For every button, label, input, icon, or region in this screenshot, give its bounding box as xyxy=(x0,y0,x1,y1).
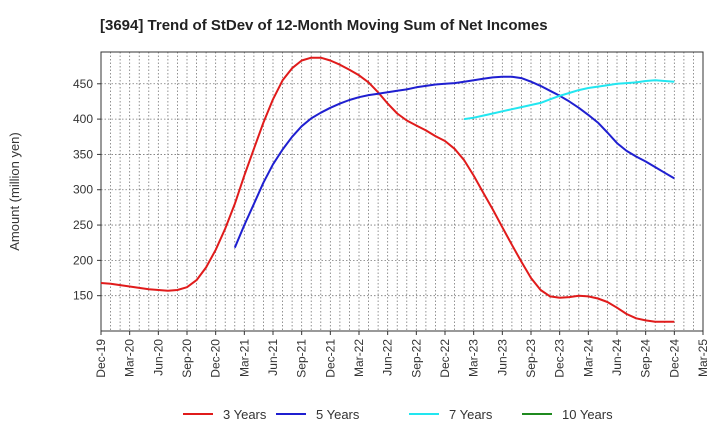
y-tick-label: 450 xyxy=(73,77,93,91)
series-lines xyxy=(100,56,675,323)
chart-title: [3694] Trend of StDev of 12-Month Moving… xyxy=(100,17,548,34)
series-line-3-years xyxy=(100,56,675,323)
x-tick-label: Jun-22 xyxy=(381,339,395,376)
y-axis-label: Amount (million yen) xyxy=(7,132,22,251)
x-tick-label: Dec-24 xyxy=(667,339,681,378)
x-tick-label: Dec-20 xyxy=(209,339,223,378)
x-tick-label: Mar-22 xyxy=(352,339,366,377)
x-tick-label: Jun-23 xyxy=(495,339,509,376)
y-tick-label: 250 xyxy=(73,218,93,232)
series-line-5-years xyxy=(233,75,675,249)
y-tick-label: 300 xyxy=(73,183,93,197)
y-tick-label: 350 xyxy=(73,147,93,161)
x-tick-label: Sep-23 xyxy=(524,339,538,378)
legend-label: 3 Years xyxy=(223,407,267,422)
x-tick-label: Mar-21 xyxy=(237,339,251,377)
x-tick-label: Dec-19 xyxy=(94,339,108,378)
x-tick-label: Mar-23 xyxy=(467,339,481,377)
x-tick-label: Jun-20 xyxy=(151,339,165,376)
y-axis-ticks: 150 200 250 300 350 400 450 xyxy=(73,77,101,303)
series-line-7-years xyxy=(463,79,675,121)
x-tick-label: Sep-21 xyxy=(295,339,309,378)
x-tick-label: Jun-24 xyxy=(610,339,624,376)
y-tick-label: 400 xyxy=(73,112,93,126)
x-tick-label: Mar-25 xyxy=(696,339,710,377)
x-tick-label: Dec-22 xyxy=(438,339,452,378)
x-tick-label: Sep-24 xyxy=(639,339,653,378)
x-tick-label: Sep-20 xyxy=(180,339,194,378)
gridlines xyxy=(100,52,704,331)
x-tick-label: Mar-20 xyxy=(123,339,137,377)
x-tick-label: Dec-23 xyxy=(553,339,567,378)
x-tick-label: Jun-21 xyxy=(266,339,280,376)
x-tick-label: Dec-21 xyxy=(323,339,337,378)
legend-label: 5 Years xyxy=(316,407,360,422)
y-tick-label: 200 xyxy=(73,253,93,267)
x-tick-label: Mar-24 xyxy=(581,339,595,377)
legend: 3 Years 5 Years 7 Years 10 Years xyxy=(183,407,613,422)
plot-area xyxy=(100,51,704,332)
x-tick-label: Sep-22 xyxy=(409,339,423,378)
legend-label: 10 Years xyxy=(562,407,613,422)
legend-label: 7 Years xyxy=(449,407,493,422)
x-axis-ticks: Dec-19 Mar-20 Jun-20 Sep-20 Dec-20 Mar-21 Jun-… xyxy=(94,331,710,378)
y-tick-label: 150 xyxy=(73,289,93,303)
